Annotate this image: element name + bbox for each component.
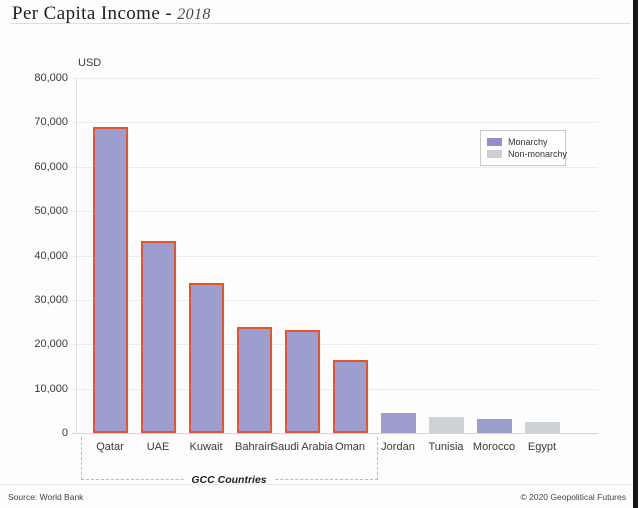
legend-row-monarchy: Monarchy <box>487 137 559 147</box>
gridline <box>72 299 598 301</box>
gridline <box>72 255 598 257</box>
gridline <box>72 78 598 79</box>
gridline <box>72 211 598 213</box>
x-tick-label-uae: UAE <box>146 441 170 453</box>
y-tick-label: 10,000 <box>34 382 68 395</box>
y-tick-label: 70,000 <box>34 116 68 129</box>
legend-row-non-monarchy: Non-monarchy <box>487 149 567 159</box>
gridline <box>72 122 598 124</box>
bar-saudi-arabia <box>284 330 320 433</box>
source-note: Source: World Bank <box>8 492 84 502</box>
bar-uae <box>140 241 176 433</box>
x-tick-label-saudi-arabia: Saudi Arabia <box>270 441 334 453</box>
bar-morocco <box>476 419 512 433</box>
x-tick-label-qatar: Qatar <box>96 441 124 453</box>
monarchy-swatch <box>487 138 502 146</box>
gridline <box>72 344 598 346</box>
gcc-countries-label: GCC Countries <box>184 474 274 486</box>
screenshot-right-edge <box>633 0 638 508</box>
legend-label-non-monarchy: Non-monarchy <box>508 149 568 159</box>
x-tick-label-tunisia: Tunisia <box>428 441 464 453</box>
y-tick-label: 30,000 <box>34 293 68 306</box>
legend-label-monarchy: Monarchy <box>508 137 548 147</box>
gcc-countries-bracket: GCC Countries <box>80 437 378 486</box>
gridline <box>72 166 598 168</box>
x-tick-label-jordan: Jordan <box>381 441 415 453</box>
bar-jordan <box>380 413 416 433</box>
y-tick-label: 20,000 <box>34 338 68 351</box>
title-divider <box>10 23 630 24</box>
chart-title-year: 2018 <box>177 6 211 23</box>
gridline <box>72 433 598 434</box>
x-tick-label-oman: Oman <box>335 441 365 453</box>
bar-bahrain <box>236 327 272 433</box>
y-axis-line <box>76 78 77 433</box>
y-tick-label: 60,000 <box>34 160 68 173</box>
y-tick-label: 40,000 <box>34 249 68 262</box>
bar-qatar <box>92 127 128 433</box>
chart-title-text: Per Capita Income - <box>12 3 173 24</box>
bar-kuwait <box>188 283 224 433</box>
bar-tunisia <box>428 417 464 433</box>
footer-divider <box>0 484 633 485</box>
y-tick-label: 0 <box>61 427 68 439</box>
copyright-note: © 2020 Geopolitical Futures <box>520 492 627 502</box>
bar-oman <box>332 360 368 433</box>
legend: Monarchy Non-monarchy <box>480 130 567 166</box>
x-tick-label-bahrain: Bahrain <box>235 441 273 453</box>
non-monarchy-swatch <box>487 150 502 158</box>
y-tick-label: 80,000 <box>34 72 68 84</box>
y-tick-label: 50,000 <box>34 205 68 218</box>
y-axis-unit-label: USD <box>78 57 102 69</box>
x-tick-label-egypt: Egypt <box>527 441 557 453</box>
x-tick-label-morocco: Morocco <box>472 441 516 453</box>
chart-title: Per Capita Income - 2018 <box>12 3 211 25</box>
bar-egypt <box>524 422 560 433</box>
x-tick-label-kuwait: Kuwait <box>189 441 223 453</box>
